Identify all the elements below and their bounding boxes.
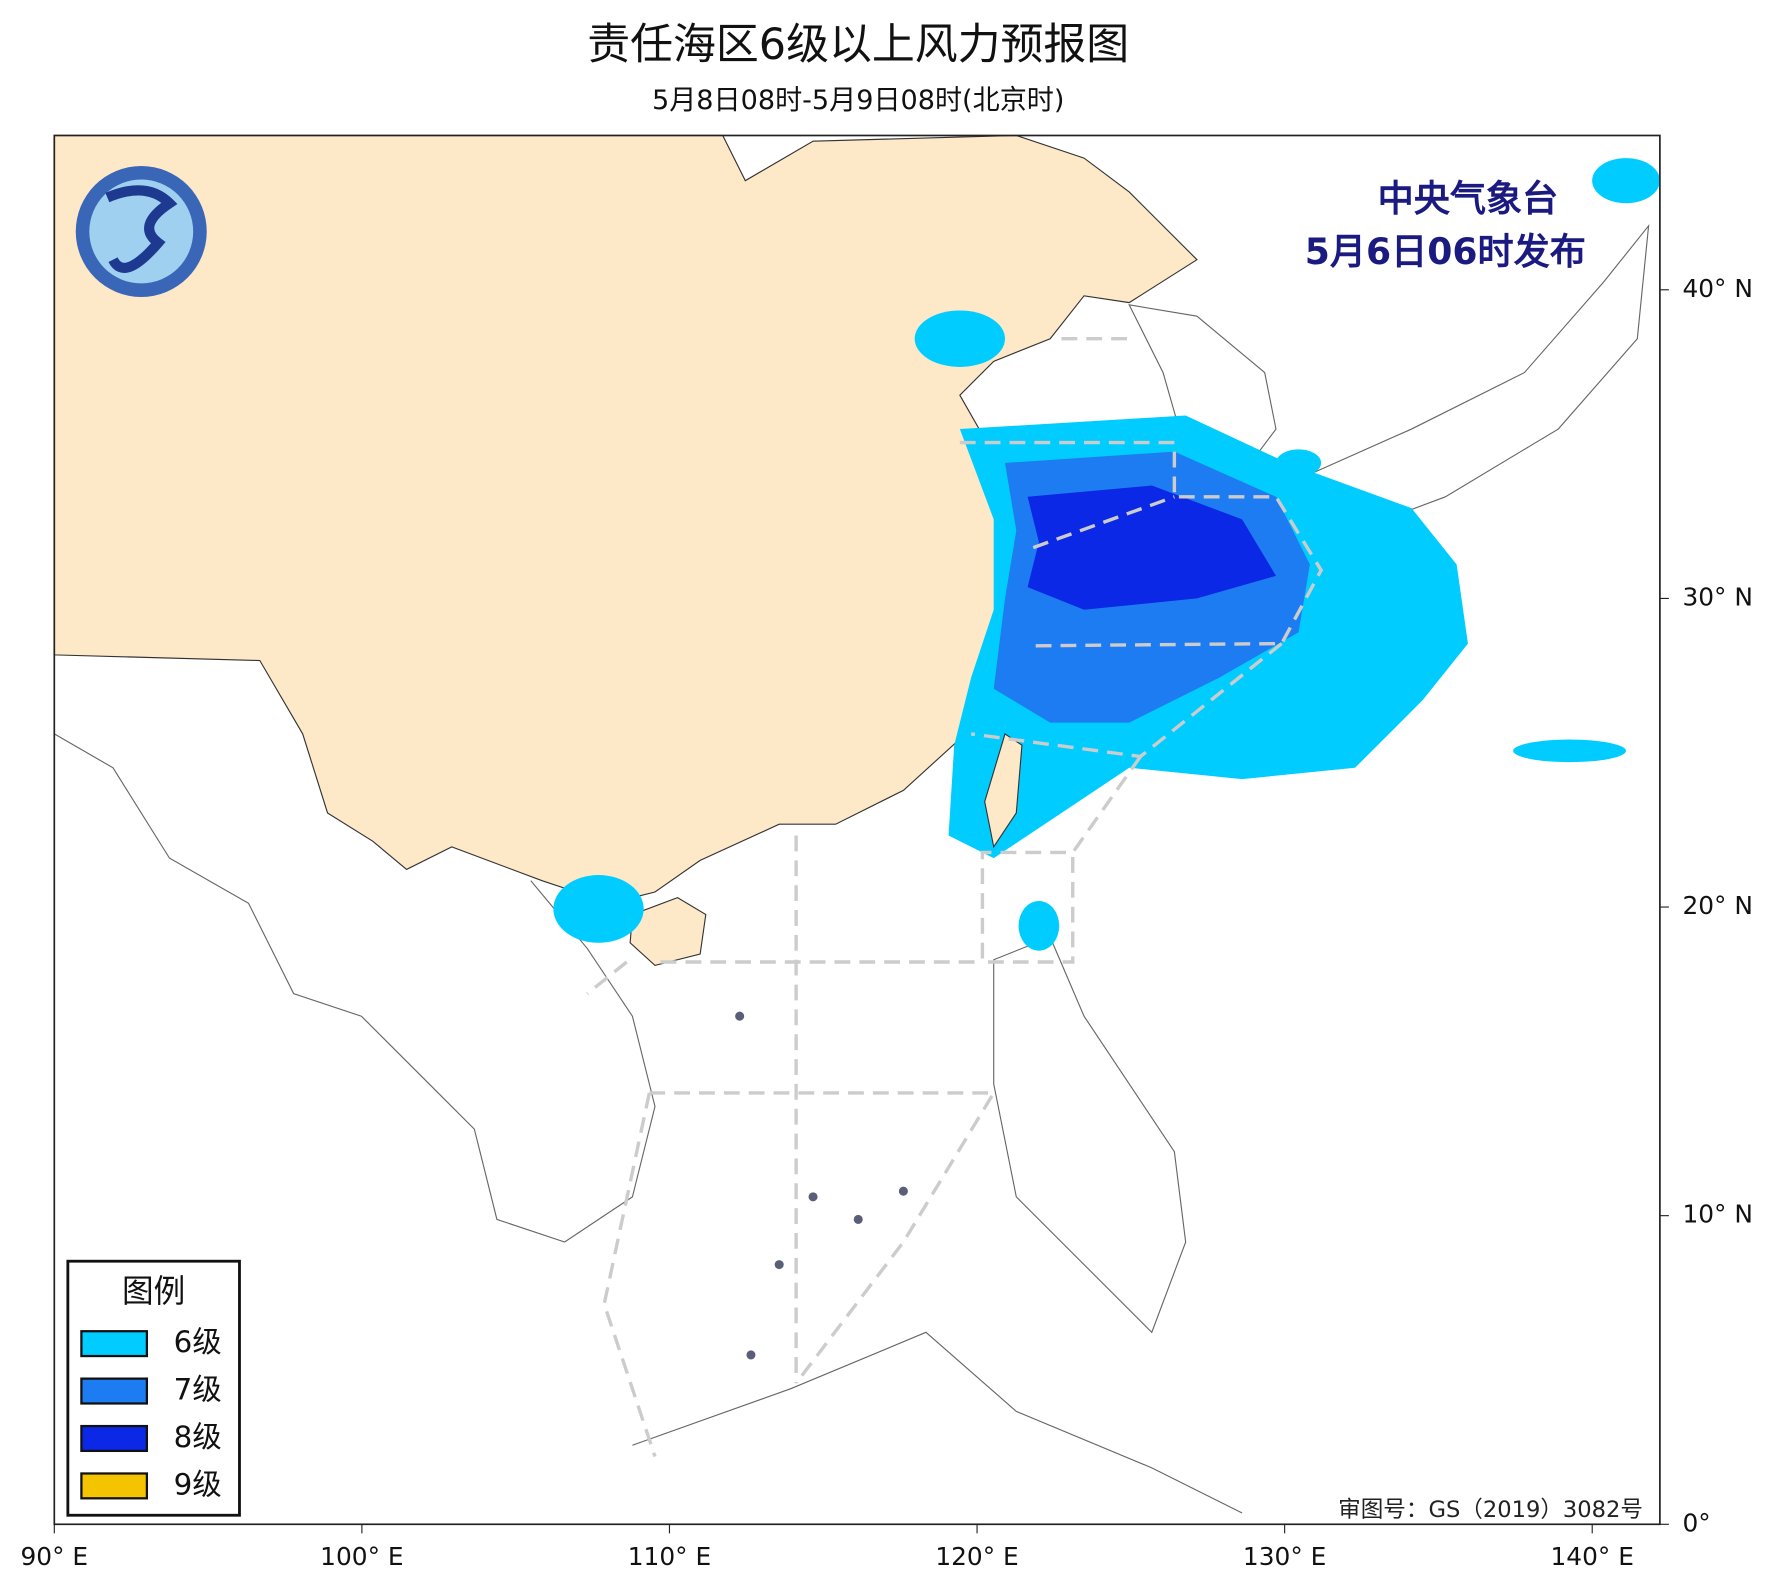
map-frame: [53, 134, 1661, 1526]
philippines: [993, 936, 1187, 1334]
legend-swatch: [80, 1424, 149, 1453]
review-number: 审图号：GS（2019）3082号: [1338, 1497, 1643, 1523]
map-body: [53, 134, 1660, 1525]
indochina-coast: [54, 733, 656, 1243]
legend-swatch: [80, 1472, 149, 1500]
x-tick-label: 110° E: [628, 1542, 711, 1571]
legend-swatch: [80, 1377, 149, 1405]
sea-area-boundaries: [586, 337, 1324, 1458]
islands: [735, 1011, 908, 1360]
borneo: [632, 1331, 1243, 1514]
legend-title: 图例: [122, 1274, 185, 1310]
x-tick-label: 130° E: [1243, 1542, 1326, 1571]
issuer: 中央气象台: [1378, 177, 1559, 220]
legend: 图例 6级 7级 8级 9级: [66, 1259, 241, 1517]
legend-swatch: [80, 1330, 149, 1358]
x-tick-label: 140° E: [1551, 1542, 1634, 1571]
x-tick-label: 120° E: [935, 1542, 1018, 1571]
y-tick-label: 30° N: [1682, 582, 1752, 611]
y-tick-label: 10° N: [1682, 1200, 1752, 1229]
x-tick-label: 100° E: [320, 1542, 403, 1571]
y-tick-label: 40° N: [1682, 274, 1752, 303]
title: 责任海区6级以上风力预报图: [587, 20, 1129, 70]
issue-time: 5月6日06时发布: [1305, 230, 1586, 273]
legend-label: 6级: [174, 1325, 222, 1359]
legend-label: 8级: [174, 1420, 222, 1454]
x-tick-label: 90° E: [21, 1542, 89, 1571]
wind-8: [1027, 485, 1276, 610]
y-tick-label: 20° N: [1682, 891, 1752, 920]
logo-mark: [105, 185, 178, 273]
hainan: [629, 897, 707, 967]
y-tick-label: 0°: [1682, 1508, 1710, 1537]
legend-label: 7级: [174, 1373, 222, 1407]
taiwan: [984, 733, 1023, 849]
subtitle: 5月8日08时-5月9日08时(北京时): [652, 85, 1064, 116]
logo: [75, 165, 207, 297]
legend-label: 9级: [174, 1467, 222, 1501]
